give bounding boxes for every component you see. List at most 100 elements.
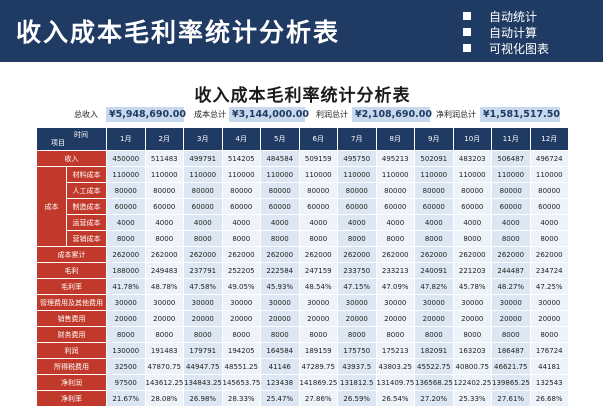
table-cell: 163203	[452, 342, 492, 359]
table-cell: 110000	[106, 166, 146, 183]
table-cell: 110000	[529, 166, 569, 183]
table-cell: 110000	[260, 166, 300, 183]
table-cell: 8000	[298, 326, 338, 343]
table-cell: 110000	[144, 166, 184, 183]
table-cell: 80000	[183, 182, 223, 199]
total-revenue-value: ¥5,948,690.00	[106, 107, 186, 122]
table-cell: 8000	[298, 230, 338, 247]
row-label: 净利润	[36, 374, 107, 391]
table-cell: 511483	[144, 150, 184, 167]
table-cell: 30000	[298, 294, 338, 311]
table-cell: 8000	[414, 230, 454, 247]
table-row: 管理费用及其他费用 30000 30000 30000 30000 30000 30000 3…	[36, 294, 569, 311]
table-cell: 80000	[491, 182, 531, 199]
table-cell: 8000	[221, 326, 261, 343]
table-cell: 30000	[529, 294, 569, 311]
table-cell: 80000	[260, 182, 300, 199]
table-cell: 60000	[298, 198, 338, 215]
banner-title: 收入成本毛利率统计分析表	[16, 18, 341, 47]
table-row: 毛利 188000 249483 237791 252205 222584 247159 23…	[36, 262, 569, 279]
row-label: 材料成本	[66, 166, 107, 183]
table-cell: 136568.25	[414, 374, 454, 391]
table-cell: 249483	[144, 262, 184, 279]
table-cell: 60000	[106, 198, 146, 215]
month-header: 8月	[375, 127, 415, 151]
row-label: 营销成本	[66, 230, 107, 247]
table-cell: 240091	[414, 262, 454, 279]
table-row: 毛利率 41.78% 48.78% 47.58% 49.05% 45.93% 48.54% 4…	[36, 278, 569, 295]
table-cell: 20000	[144, 310, 184, 327]
table-cell: 4000	[337, 214, 377, 231]
table-cell: 80000	[529, 182, 569, 199]
table-cell: 4000	[144, 214, 184, 231]
table-cell: 182091	[414, 342, 454, 359]
month-header: 12月	[529, 127, 569, 151]
table-cell: 4000	[260, 214, 300, 231]
table-cell: 191483	[144, 342, 184, 359]
feature-item: 自动统计	[463, 8, 593, 24]
table-cell: 110000	[452, 166, 492, 183]
table-cell: 8000	[221, 230, 261, 247]
month-header: 11月	[491, 127, 531, 151]
table-cell: 30000	[260, 294, 300, 311]
feature-label: 自动统计	[489, 9, 538, 24]
table-cell: 30000	[414, 294, 454, 311]
table-cell: 262000	[183, 246, 223, 263]
table-cell: 47.58%	[183, 278, 223, 295]
table-cell: 110000	[221, 166, 261, 183]
total-revenue-label: 总收入	[74, 110, 98, 119]
table-cell: 8000	[106, 326, 146, 343]
feature-item: 可视化图表	[463, 40, 593, 56]
table-cell: 262000	[106, 246, 146, 263]
table-cell: 25.33%	[452, 390, 492, 407]
header-corner-cell: 时间 项目	[36, 127, 107, 151]
table-cell: 20000	[337, 310, 377, 327]
table-cell: 194205	[221, 342, 261, 359]
table-cell: 60000	[452, 198, 492, 215]
table-cell: 8000	[260, 326, 300, 343]
table-cell: 110000	[491, 166, 531, 183]
month-header: 9月	[414, 127, 454, 151]
table-cell: 20000	[221, 310, 261, 327]
table-cell: 4000	[529, 214, 569, 231]
table-cell: 252205	[221, 262, 261, 279]
table-cell: 60000	[491, 198, 531, 215]
table-cell: 110000	[375, 166, 415, 183]
table-cell: 80000	[337, 182, 377, 199]
bullet-square-icon	[463, 28, 471, 36]
row-label: 毛利	[36, 262, 107, 279]
table-cell: 131409.75	[375, 374, 415, 391]
table-cell: 30000	[144, 294, 184, 311]
table-cell: 20000	[106, 310, 146, 327]
month-header: 2月	[144, 127, 184, 151]
table-cell: 60000	[337, 198, 377, 215]
top-banner: 收入成本毛利率统计分析表 自动统计 自动计算 可视化图表	[0, 0, 603, 62]
table-cell: 26.68%	[529, 390, 569, 407]
table-cell: 48551.25	[221, 358, 261, 375]
table-cell: 234724	[529, 262, 569, 279]
table-cell: 8000	[375, 326, 415, 343]
table-cell: 49.05%	[221, 278, 261, 295]
table-cell: 175213	[375, 342, 415, 359]
table-cell: 495750	[337, 150, 377, 167]
table-cell: 60000	[183, 198, 223, 215]
table-cell: 20000	[529, 310, 569, 327]
table-cell: 502091	[414, 150, 454, 167]
table-cell: 134843.25	[183, 374, 223, 391]
table-cell: 21.67%	[106, 390, 146, 407]
data-table: 时间 项目 1月 2月 3月 4月 5月 6月 7月 8月 9月 10月 11月 12月 收入 450000 5…	[36, 127, 569, 407]
table-cell: 145653.75	[221, 374, 261, 391]
table-cell: 262000	[452, 246, 492, 263]
month-header: 7月	[337, 127, 377, 151]
table-cell: 26.54%	[375, 390, 415, 407]
table-row: 财务费用 8000 8000 8000 8000 8000 8000 8000 8000 8000…	[36, 326, 569, 343]
table-cell: 45.78%	[452, 278, 492, 295]
table-cell: 30000	[183, 294, 223, 311]
total-profit-label: 利润总计	[316, 110, 348, 119]
table-cell: 80000	[414, 182, 454, 199]
table-cell: 237791	[183, 262, 223, 279]
table-cell: 189159	[298, 342, 338, 359]
table-cell: 80000	[144, 182, 184, 199]
table-cell: 8000	[452, 326, 492, 343]
row-label: 财务费用	[36, 326, 107, 343]
